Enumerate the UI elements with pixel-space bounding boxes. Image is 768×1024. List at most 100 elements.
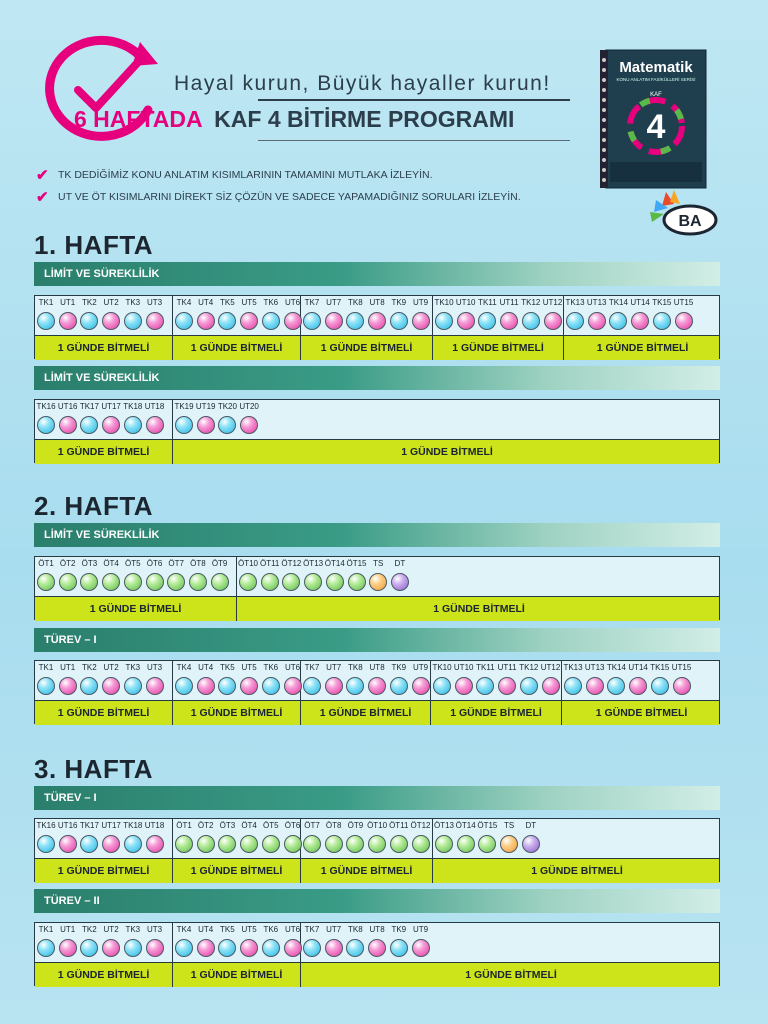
progress-bubble[interactable]: [435, 312, 453, 330]
progress-bubble[interactable]: [650, 677, 669, 695]
progress-bubble[interactable]: [389, 835, 408, 853]
progress-bubble[interactable]: [629, 677, 648, 695]
progress-bubble[interactable]: [500, 312, 519, 330]
progress-bubble[interactable]: [324, 312, 343, 330]
progress-bubble[interactable]: [102, 416, 121, 434]
progress-bubble[interactable]: [476, 677, 495, 695]
progress-bubble[interactable]: [80, 573, 99, 591]
progress-bubble[interactable]: [368, 835, 387, 853]
progress-bubble[interactable]: [218, 416, 237, 434]
progress-bubble[interactable]: [411, 939, 430, 957]
progress-bubble[interactable]: [283, 312, 302, 330]
progress-bubble[interactable]: [80, 312, 99, 330]
progress-bubble[interactable]: [261, 677, 280, 695]
progress-bubble[interactable]: [454, 677, 473, 695]
progress-bubble[interactable]: [346, 835, 365, 853]
progress-bubble[interactable]: [346, 312, 365, 330]
progress-bubble[interactable]: [37, 312, 55, 330]
progress-bubble[interactable]: [196, 312, 215, 330]
progress-bubble[interactable]: [303, 677, 321, 695]
progress-bubble[interactable]: [196, 416, 215, 434]
progress-bubble[interactable]: [543, 312, 562, 330]
progress-bubble[interactable]: [303, 312, 321, 330]
progress-bubble[interactable]: [175, 312, 193, 330]
progress-bubble[interactable]: [541, 677, 560, 695]
progress-bubble[interactable]: [196, 939, 215, 957]
progress-bubble[interactable]: [303, 939, 321, 957]
progress-bubble[interactable]: [346, 939, 365, 957]
progress-bubble[interactable]: [369, 573, 388, 591]
progress-bubble[interactable]: [80, 835, 99, 853]
progress-bubble[interactable]: [58, 312, 77, 330]
progress-bubble[interactable]: [521, 835, 540, 853]
progress-bubble[interactable]: [456, 312, 475, 330]
progress-bubble[interactable]: [37, 939, 55, 957]
progress-bubble[interactable]: [261, 835, 280, 853]
progress-bubble[interactable]: [261, 312, 280, 330]
progress-bubble[interactable]: [145, 312, 164, 330]
progress-bubble[interactable]: [585, 677, 604, 695]
progress-bubble[interactable]: [325, 573, 344, 591]
progress-bubble[interactable]: [80, 416, 99, 434]
progress-bubble[interactable]: [102, 312, 121, 330]
progress-bubble[interactable]: [587, 312, 606, 330]
progress-bubble[interactable]: [672, 677, 691, 695]
progress-bubble[interactable]: [631, 312, 650, 330]
progress-bubble[interactable]: [145, 835, 164, 853]
progress-bubble[interactable]: [218, 677, 237, 695]
progress-bubble[interactable]: [347, 573, 366, 591]
progress-bubble[interactable]: [478, 835, 497, 853]
progress-bubble[interactable]: [303, 835, 321, 853]
progress-bubble[interactable]: [390, 573, 409, 591]
progress-bubble[interactable]: [37, 835, 55, 853]
progress-bubble[interactable]: [188, 573, 207, 591]
progress-bubble[interactable]: [433, 677, 451, 695]
progress-bubble[interactable]: [652, 312, 671, 330]
progress-bubble[interactable]: [674, 312, 693, 330]
progress-bubble[interactable]: [260, 573, 279, 591]
progress-bubble[interactable]: [324, 835, 343, 853]
progress-bubble[interactable]: [564, 677, 582, 695]
progress-bubble[interactable]: [607, 677, 626, 695]
progress-bubble[interactable]: [123, 939, 142, 957]
progress-bubble[interactable]: [218, 835, 237, 853]
progress-bubble[interactable]: [37, 677, 55, 695]
progress-bubble[interactable]: [145, 416, 164, 434]
progress-bubble[interactable]: [210, 573, 229, 591]
progress-bubble[interactable]: [58, 573, 77, 591]
progress-bubble[interactable]: [324, 677, 343, 695]
progress-bubble[interactable]: [123, 677, 142, 695]
progress-bubble[interactable]: [389, 312, 408, 330]
progress-bubble[interactable]: [304, 573, 323, 591]
progress-bubble[interactable]: [196, 677, 215, 695]
progress-bubble[interactable]: [58, 835, 77, 853]
progress-bubble[interactable]: [102, 835, 121, 853]
progress-bubble[interactable]: [58, 939, 77, 957]
progress-bubble[interactable]: [500, 835, 519, 853]
progress-bubble[interactable]: [389, 677, 408, 695]
progress-bubble[interactable]: [37, 573, 55, 591]
progress-bubble[interactable]: [435, 835, 453, 853]
progress-bubble[interactable]: [123, 312, 142, 330]
progress-bubble[interactable]: [411, 312, 430, 330]
progress-bubble[interactable]: [145, 677, 164, 695]
progress-bubble[interactable]: [240, 835, 259, 853]
progress-bubble[interactable]: [175, 677, 193, 695]
progress-bubble[interactable]: [389, 939, 408, 957]
progress-bubble[interactable]: [283, 677, 302, 695]
progress-bubble[interactable]: [196, 835, 215, 853]
progress-bubble[interactable]: [239, 573, 257, 591]
progress-bubble[interactable]: [240, 939, 259, 957]
progress-bubble[interactable]: [102, 677, 121, 695]
progress-bubble[interactable]: [240, 312, 259, 330]
progress-bubble[interactable]: [282, 573, 301, 591]
progress-bubble[interactable]: [519, 677, 538, 695]
progress-bubble[interactable]: [145, 573, 164, 591]
progress-bubble[interactable]: [240, 677, 259, 695]
progress-bubble[interactable]: [167, 573, 186, 591]
progress-bubble[interactable]: [261, 939, 280, 957]
progress-bubble[interactable]: [175, 835, 193, 853]
progress-bubble[interactable]: [521, 312, 540, 330]
progress-bubble[interactable]: [324, 939, 343, 957]
progress-bubble[interactable]: [368, 939, 387, 957]
